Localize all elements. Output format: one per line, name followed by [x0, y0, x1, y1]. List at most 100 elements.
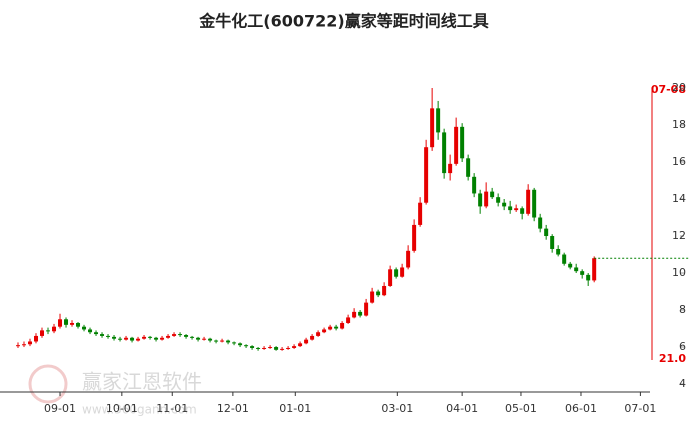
- candle-body: [448, 163, 453, 174]
- x-tick-label: 09-01: [44, 402, 76, 415]
- candle-body: [178, 334, 183, 336]
- candle-body: [334, 326, 339, 329]
- candle-body: [406, 250, 411, 268]
- candle-body: [364, 302, 369, 316]
- candle-body: [502, 202, 507, 207]
- candle-body: [280, 348, 285, 350]
- candle-body: [328, 326, 333, 330]
- candle-body: [190, 336, 195, 338]
- candle-body: [208, 338, 213, 341]
- candle-body: [202, 338, 207, 340]
- candle-body: [484, 191, 489, 207]
- candle-body: [508, 206, 513, 211]
- candle-body: [154, 337, 159, 340]
- candle-body: [124, 337, 129, 340]
- y-tick-label: 6: [679, 340, 686, 353]
- candle-body: [556, 248, 561, 255]
- candle-body: [304, 339, 309, 344]
- candle-body: [574, 267, 579, 272]
- candle-body: [160, 337, 165, 340]
- candle-body: [424, 147, 429, 203]
- candle-body: [34, 335, 39, 342]
- watermark: 赢家江恩软件 www.360gann.com: [28, 364, 202, 417]
- candle-body: [580, 271, 585, 275]
- candle-body: [562, 254, 567, 264]
- candle-body: [100, 334, 105, 336]
- candle-body: [388, 269, 393, 286]
- x-tick-label: 01-01: [279, 402, 311, 415]
- candle-body: [526, 189, 531, 214]
- candle-body: [460, 126, 465, 159]
- candle-body: [40, 330, 45, 336]
- candle-body: [376, 291, 381, 296]
- candle-body: [358, 311, 363, 316]
- candle-body: [490, 191, 495, 198]
- candle-body: [58, 319, 63, 327]
- candle-body: [310, 335, 315, 340]
- candle-body: [184, 335, 189, 337]
- candle-body: [478, 193, 483, 207]
- candle-body: [238, 343, 243, 346]
- y-tick-label: 4: [679, 377, 686, 390]
- candle-body: [370, 291, 375, 303]
- candle-body: [496, 197, 501, 203]
- candle-body: [130, 337, 135, 341]
- candle-body: [532, 189, 537, 218]
- candle-body: [286, 347, 291, 349]
- candle-body: [226, 340, 231, 343]
- candle-body: [472, 176, 477, 194]
- x-tick-label: 10-01: [106, 402, 138, 415]
- candle-body: [352, 311, 357, 318]
- candle-body: [148, 336, 153, 338]
- x-tick-label: 05-01: [505, 402, 537, 415]
- x-tick-label: 06-01: [565, 402, 597, 415]
- candle-body: [514, 208, 519, 211]
- candle-body: [568, 263, 573, 268]
- candle-body: [430, 108, 435, 148]
- candle-body: [88, 329, 93, 333]
- candle-body: [274, 347, 279, 350]
- watermark-logo: [28, 364, 68, 404]
- candle-body: [454, 126, 459, 164]
- candle-body: [232, 342, 237, 344]
- candle-body: [316, 332, 321, 336]
- candle-body: [268, 347, 273, 349]
- y-tick-label: 18: [672, 118, 686, 131]
- x-tick-label: 11-01: [156, 402, 188, 415]
- candle-body: [22, 344, 27, 346]
- x-tick-label: 04-01: [446, 402, 478, 415]
- candle-body: [166, 335, 171, 338]
- candle-body: [412, 224, 417, 251]
- candle-body: [76, 322, 81, 327]
- candle-body: [442, 132, 447, 174]
- chart-title: 金牛化工(600722)赢家等距时间线工具: [198, 12, 488, 31]
- candle-body: [256, 347, 261, 349]
- y-tick-label: 8: [679, 303, 686, 316]
- candle-body: [106, 335, 111, 337]
- candle-body: [340, 322, 345, 329]
- candle-body: [400, 267, 405, 277]
- candle-body: [136, 338, 141, 341]
- candle-body: [262, 347, 267, 349]
- y-tick-label: 20: [672, 81, 686, 94]
- candle-body: [346, 317, 351, 323]
- candle-body: [112, 336, 117, 339]
- candle-body: [418, 202, 423, 225]
- candle-body: [64, 319, 69, 325]
- candle-body: [550, 236, 555, 249]
- candle-body: [82, 326, 87, 330]
- y-tick-label: 14: [672, 192, 686, 205]
- x-tick-label: 03-01: [381, 402, 413, 415]
- candle-body: [592, 258, 597, 281]
- timeline-top-label: 07-08: [651, 83, 686, 96]
- candle-body: [436, 108, 441, 133]
- candle-body: [196, 337, 201, 340]
- y-tick-label: 10: [672, 266, 686, 279]
- x-tick-label: 12-01: [217, 402, 249, 415]
- timeline-bottom-label: 21.0: [659, 352, 686, 365]
- candle-body: [382, 285, 387, 296]
- candle-body: [250, 346, 255, 348]
- candle-body: [322, 329, 327, 333]
- candle-body: [142, 336, 147, 339]
